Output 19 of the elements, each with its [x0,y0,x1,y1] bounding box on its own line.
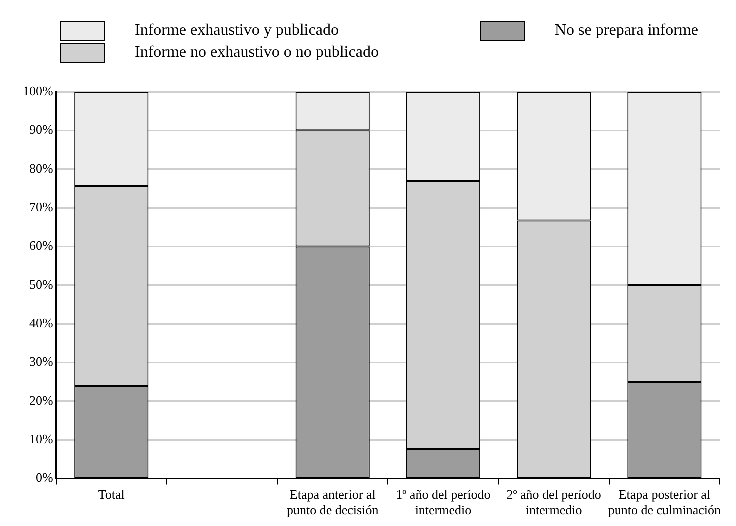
y-tick-label: 100% [22,83,54,98]
legend-label: No se prepara informe [555,22,698,40]
y-tick-label: 20% [29,392,54,408]
legend-label: Informe exhaustivo y publicado [135,22,339,40]
y-tick-label: 10% [29,432,54,447]
y-tick-label: 80% [29,160,54,176]
y-tick-label: 70% [29,199,54,214]
x-tick-label: Etapa posterior al punto de culminación [608,487,722,518]
x-tick-label: 1º año del período intermedio [396,487,491,518]
legend-label: Informe no exhaustivo o no publicado [135,44,379,62]
y-tick-label: 0% [36,470,54,486]
y-tick-label: 60% [29,238,54,254]
y-tick-label: 40% [29,316,54,330]
x-tick-label: Total [98,487,126,502]
x-tick-label: Etapa anterior al punto de decisión [287,487,380,518]
y-tick-label: 30% [29,354,54,370]
x-tick-label: 2º año del período intermedio [506,487,602,518]
y-tick-label: 50% [29,276,54,292]
y-tick-label: 90% [29,122,54,138]
